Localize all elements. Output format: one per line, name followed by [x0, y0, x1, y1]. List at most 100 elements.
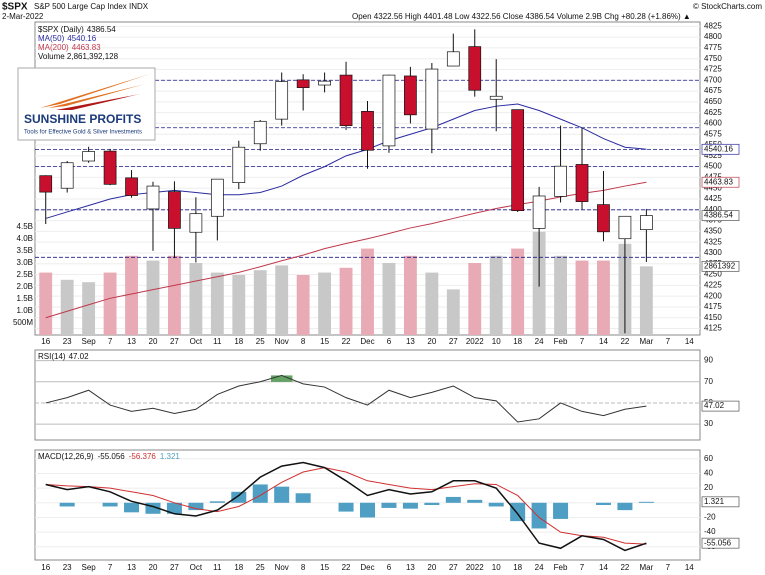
volume-bar: [554, 255, 567, 335]
volume-bar: [446, 289, 460, 335]
x-tick-label: 7: [580, 563, 585, 572]
x-tick-label: 14: [599, 563, 608, 572]
y-tick-label: 4725: [704, 65, 722, 74]
x-tick-label: 22: [342, 563, 351, 572]
y-tick-label: 4625: [704, 108, 722, 117]
x-tick-label: Mar: [639, 563, 653, 572]
x-tick-label: Mar: [639, 337, 653, 346]
candle-body: [296, 79, 310, 88]
x-tick-label: 24: [535, 563, 544, 572]
y-tick-label: 4650: [704, 97, 722, 106]
x-tick-label: Nov: [275, 337, 289, 346]
x-tick-label: 13: [127, 563, 136, 572]
histogram-bar: [166, 502, 182, 514]
legend-label: $SPX (Daily): [38, 25, 84, 34]
candle-body: [39, 175, 53, 193]
x-tick-label: 22: [620, 337, 629, 346]
histogram-tag: 1.321: [704, 497, 725, 506]
volume-bar: [82, 282, 96, 335]
y-tick-label: 20: [704, 483, 713, 492]
y-tick-label: 4225: [704, 280, 722, 289]
x-tick-label: 25: [256, 337, 265, 346]
volume-bar: [575, 260, 589, 335]
legend-value: 47.02: [69, 352, 90, 361]
volume-bar: [318, 272, 332, 335]
y-tick-label: 4775: [704, 43, 722, 52]
x-tick-label: Dec: [360, 563, 374, 572]
candle-body: [425, 68, 439, 130]
histogram-bar: [617, 502, 633, 511]
candle-body: [468, 46, 482, 91]
volume-bar: [511, 248, 525, 335]
x-tick-label: 2022: [466, 337, 484, 346]
candle-body: [597, 204, 610, 233]
candle-body: [103, 150, 117, 185]
y-tick-label: 4750: [704, 54, 722, 63]
symbol: $SPX: [2, 2, 28, 13]
x-tick-label: 23: [63, 563, 72, 572]
volume-bar: [253, 270, 267, 335]
macd-tag-box: [701, 537, 740, 549]
volume-tick-label: 500M: [13, 318, 33, 327]
x-tick-label: 20: [149, 337, 158, 346]
histogram-bar: [359, 502, 376, 518]
y-tick-label: 4575: [704, 129, 722, 138]
histogram-bar: [402, 502, 418, 509]
volume-bar: [168, 255, 181, 335]
histogram-bar: [338, 502, 354, 512]
y-tick-label: 4175: [704, 302, 722, 311]
candle-body: [446, 51, 460, 67]
x-tick-label: 13: [127, 337, 136, 346]
candle-body: [640, 215, 653, 231]
volume-bar: [403, 255, 417, 335]
x-tick-label: 18: [234, 563, 243, 572]
y-tick-label: 4300: [704, 248, 722, 257]
rsi-tag: 47.02: [704, 401, 725, 410]
x-tick-label: 27: [449, 563, 458, 572]
copyright: © StockCharts.com: [693, 2, 762, 11]
histogram-bar: [188, 502, 204, 511]
legend-value: 1.321: [160, 452, 181, 461]
volume-bar: [339, 267, 353, 335]
candle-body: [146, 185, 160, 210]
y-tick-label: 4525: [704, 151, 722, 160]
y-tick-label: 4700: [704, 75, 722, 84]
volume-bar: [189, 263, 203, 335]
candle-body: [339, 74, 353, 126]
x-tick-label: 18: [234, 337, 243, 346]
ma50-line: [45, 103, 647, 219]
y-tick-label: -40: [704, 527, 716, 536]
x-tick-label: 10: [492, 563, 501, 572]
volume-tick-label: 1.0B: [17, 306, 33, 315]
histogram-bar: [124, 502, 140, 513]
histogram-bar: [209, 501, 225, 503]
x-tick-label: 11: [213, 563, 222, 572]
logo-title: SUNSHINE PROFITS: [24, 112, 141, 126]
y-tick-label: 4425: [704, 194, 722, 203]
x-tick-label: 24: [535, 337, 544, 346]
histogram-bar: [231, 491, 247, 503]
x-tick-label: 13: [406, 563, 415, 572]
logo-tagline: Tools for Effective Gold & Silver Invest…: [24, 130, 142, 136]
y-tick-label: -20: [704, 513, 716, 522]
histogram-bar: [531, 502, 547, 529]
legend-value: -56.376: [129, 452, 157, 461]
x-tick-label: 10: [492, 337, 501, 346]
volume-bar: [361, 248, 374, 335]
x-tick-label: 20: [427, 337, 436, 346]
y-tick-label: 4125: [704, 324, 722, 333]
volume-tick-label: 3.0B: [17, 258, 33, 267]
histogram-bar: [445, 496, 461, 503]
legend-label: MA(200): [38, 43, 69, 52]
x-tick-label: 22: [342, 337, 351, 346]
x-tick-label: 7: [666, 337, 671, 346]
x-tick-label: 16: [41, 563, 50, 572]
histogram-bar: [381, 502, 397, 508]
ma50-tag: 4540.16: [704, 144, 733, 153]
x-tick-label: 7: [580, 337, 585, 346]
x-tick-label: 7: [108, 337, 113, 346]
y-tick-label: 4350: [704, 226, 722, 235]
x-tick-label: 7: [108, 563, 113, 572]
legend-entry: $SPX (Daily) 4386.54: [38, 25, 116, 34]
